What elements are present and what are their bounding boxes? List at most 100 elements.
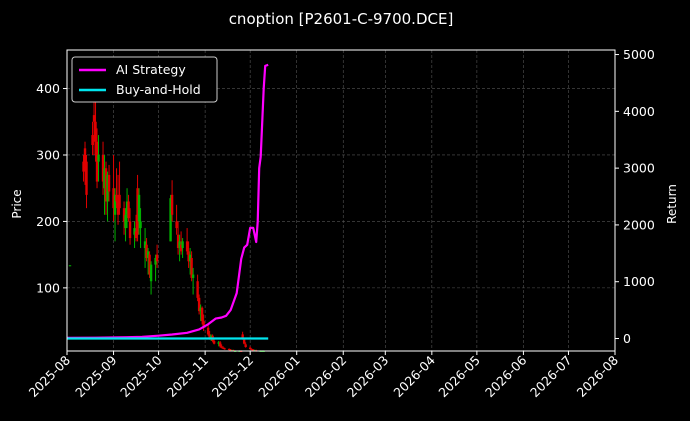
candle-body xyxy=(133,228,136,235)
candle-body xyxy=(242,339,246,344)
candle-body xyxy=(218,342,222,347)
legend-box xyxy=(71,56,218,103)
candle-body xyxy=(200,307,204,322)
x-tick-label: 2025-09 xyxy=(72,352,120,400)
x-tick-label: 2026-05 xyxy=(435,353,483,401)
candle-body xyxy=(154,257,157,265)
candle-body xyxy=(122,208,126,222)
candle-body xyxy=(112,188,115,209)
legend-label-ai-strategy: AI Strategy xyxy=(116,62,186,77)
y-left-tick-label: 200 xyxy=(36,214,60,229)
x-tick-label: 2025-10 xyxy=(117,352,165,400)
x-tick-label: 2026-06 xyxy=(482,352,530,400)
x-tick-label: 2026-08 xyxy=(574,352,622,400)
candle-body xyxy=(155,254,159,262)
candle-body xyxy=(124,214,127,229)
candle-body xyxy=(212,341,216,344)
y-right-tick-label: 1000 xyxy=(623,274,655,289)
candle-body xyxy=(202,321,205,328)
x-tick-label: 2026-02 xyxy=(302,353,350,401)
series-lines xyxy=(66,63,269,340)
y-right-tick-label: 3000 xyxy=(623,161,655,176)
candle-body xyxy=(229,349,232,351)
candle-body xyxy=(241,334,244,339)
candle-body xyxy=(191,274,195,278)
y-axis-left-label: Price xyxy=(10,189,24,218)
candle-body xyxy=(206,327,210,335)
candlesticks xyxy=(68,81,265,352)
candle-body xyxy=(217,342,220,344)
candle-body xyxy=(199,307,202,312)
candle-body xyxy=(178,241,181,249)
y-left-tick-label: 300 xyxy=(36,147,60,162)
plot-frame xyxy=(66,49,616,352)
candle-body xyxy=(149,264,153,282)
candle-body xyxy=(118,194,121,209)
candle-body xyxy=(170,194,174,215)
candle-body xyxy=(134,231,138,239)
x-tick-label: 2026-07 xyxy=(527,353,575,401)
y-right-tick-label: 5000 xyxy=(623,47,655,62)
candle-body xyxy=(85,161,88,195)
candle-body xyxy=(104,168,108,202)
candle-body xyxy=(125,201,129,215)
candle-body xyxy=(113,194,117,215)
candle-body xyxy=(197,297,201,312)
candle-body xyxy=(115,194,118,202)
candle-body xyxy=(83,148,87,165)
candle-body xyxy=(128,221,132,239)
candle-body xyxy=(137,194,141,222)
y-right-tick-label: 4000 xyxy=(623,104,655,119)
y-left-tick-label: 400 xyxy=(36,81,60,96)
candle-body xyxy=(188,254,192,262)
candle-body xyxy=(143,241,147,249)
y-left-tick-label: 100 xyxy=(36,280,60,295)
candle-body xyxy=(181,241,184,249)
candle-body xyxy=(220,346,223,348)
candle-body xyxy=(136,188,139,235)
candle-body xyxy=(209,335,213,338)
legend-label-buy-and-hold: Buy-and-Hold xyxy=(116,82,201,97)
candle-body xyxy=(175,221,178,229)
y-axis-left: 100 200 300 400 xyxy=(36,81,67,295)
x-tick-label: 2026-04 xyxy=(390,352,438,400)
legend: AI Strategy Buy-and-Hold xyxy=(71,56,218,103)
x-tick-label: 2026-03 xyxy=(344,353,392,401)
candle-body xyxy=(221,347,225,349)
candle-body xyxy=(208,334,211,338)
candle-body xyxy=(223,348,226,350)
candle-body xyxy=(176,234,180,249)
candle-body xyxy=(82,161,85,172)
candle-body xyxy=(169,198,172,242)
candle-body xyxy=(145,244,148,258)
candle-body xyxy=(92,115,96,122)
y-right-tick-label: 0 xyxy=(623,331,631,346)
candle-body xyxy=(187,251,190,262)
y-axis-right: 0 1000 2000 3000 4000 5000 xyxy=(615,47,655,346)
y-axis-right-label: Return xyxy=(665,184,679,224)
candle-body xyxy=(190,257,193,278)
candle-body xyxy=(251,349,255,351)
candle-body xyxy=(248,347,252,350)
candle-body xyxy=(103,168,106,189)
candle-body xyxy=(250,349,253,351)
series-line-ai-strategy xyxy=(66,63,269,339)
candle-body xyxy=(68,265,72,267)
x-tick-label: 2025-11 xyxy=(164,353,212,401)
candle-body xyxy=(106,174,109,202)
candle-body xyxy=(97,154,100,162)
candle-body xyxy=(227,349,231,351)
candle-body xyxy=(146,251,150,258)
candle-body xyxy=(185,241,189,252)
candle-body xyxy=(95,141,99,182)
candle-body xyxy=(101,154,105,182)
chart-title: cnoption [P2601-C-9700.DCE] xyxy=(229,10,454,28)
x-tick-label: 2025-08 xyxy=(26,352,74,400)
x-tick-label: 2025-12 xyxy=(209,353,257,401)
candle-body xyxy=(196,281,199,298)
candle-body xyxy=(244,344,247,348)
candle-body xyxy=(179,244,183,252)
y-right-tick-label: 2000 xyxy=(623,217,655,232)
